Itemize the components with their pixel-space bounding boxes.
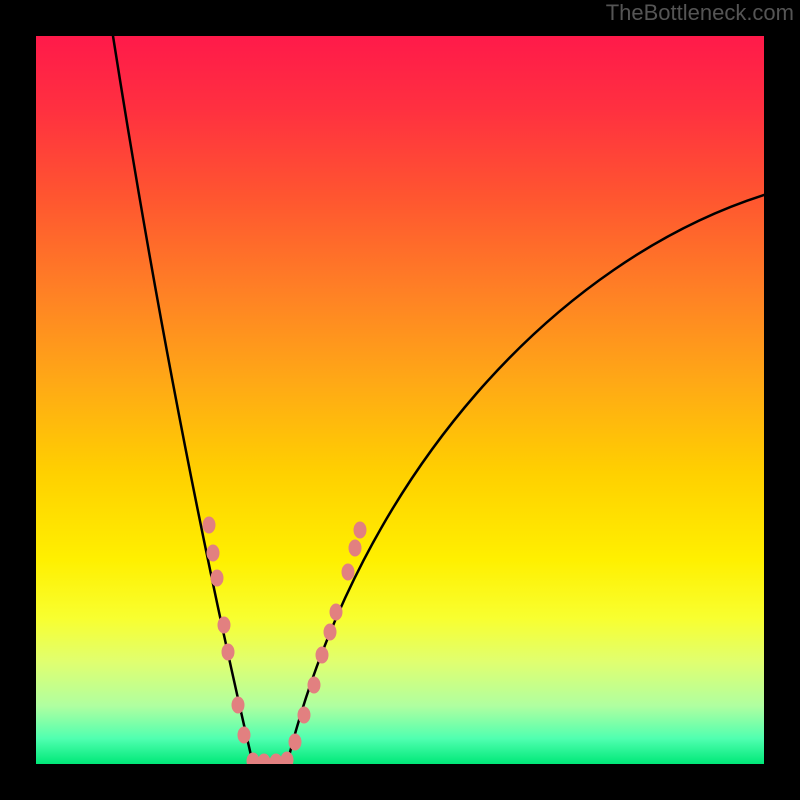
data-point [203,517,216,534]
data-point [207,545,220,562]
data-point [324,624,337,641]
plot-background [36,36,764,764]
data-point [342,564,355,581]
chart-svg [0,0,800,800]
data-point [289,734,302,751]
chart-stage: TheBottleneck.com [0,0,800,800]
watermark-text: TheBottleneck.com [606,0,794,26]
data-point [349,540,362,557]
data-point [354,522,367,539]
data-point [232,697,245,714]
data-point [218,617,231,634]
data-point [211,570,224,587]
data-point [222,644,235,661]
data-point [308,677,321,694]
data-point [330,604,343,621]
data-point [316,647,329,664]
data-point [238,727,251,744]
data-point [298,707,311,724]
